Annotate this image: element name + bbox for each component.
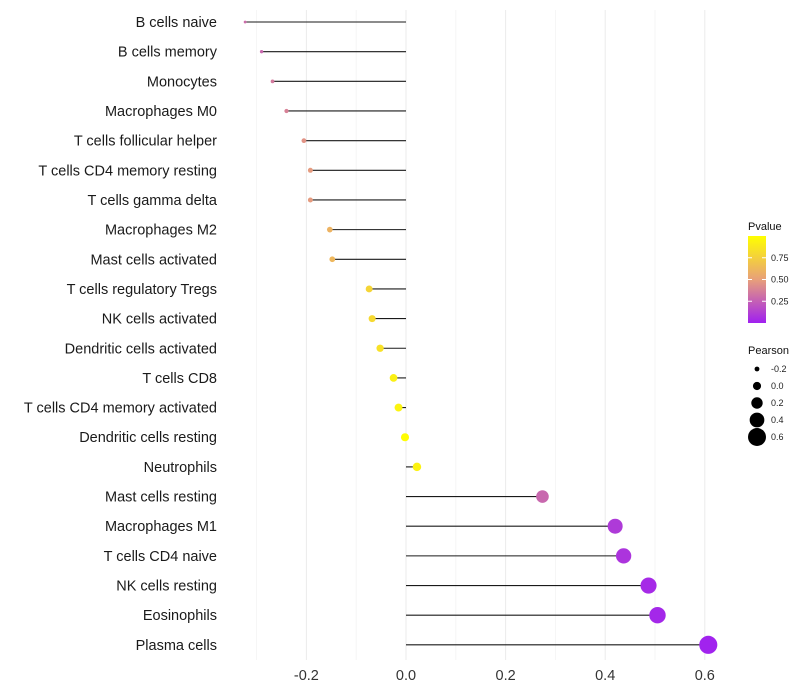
point-17 xyxy=(607,518,623,534)
pvalue-tick-label-1: 0.50 xyxy=(771,275,789,285)
point-15 xyxy=(412,462,422,472)
pvalue-legend-title: Pvalue xyxy=(748,221,782,233)
point-7 xyxy=(326,226,333,233)
category-label-8: Mast cells activated xyxy=(90,252,217,268)
pvalue-legend: Pvalue 0.25 0.50 0.75 xyxy=(748,221,789,323)
pearson-legend-label-2: 0.2 xyxy=(771,398,784,408)
category-label-13: T cells CD4 memory activated xyxy=(24,401,217,417)
category-label-19: NK cells resting xyxy=(116,579,217,595)
point-18 xyxy=(615,548,632,564)
pearson-legend-dot-0 xyxy=(754,366,760,372)
category-label-16: Mast cells resting xyxy=(105,490,217,506)
category-label-9: T cells regulatory Tregs xyxy=(67,282,217,298)
lollipop-points xyxy=(243,20,718,654)
grid-lines xyxy=(256,10,706,660)
point-20 xyxy=(649,606,666,624)
pearson-legend: Pearson -0.2 0.0 0.2 0.4 0.6 xyxy=(748,345,789,446)
pearson-legend-label-3: 0.4 xyxy=(771,415,784,425)
category-label-21: Plasma cells xyxy=(136,638,217,654)
category-label-14: Dendritic cells resting xyxy=(79,430,217,446)
point-3 xyxy=(284,108,289,114)
point-8 xyxy=(329,256,336,263)
pearson-legend-label-1: 0.0 xyxy=(771,381,784,391)
pearson-legend-label-4: 0.6 xyxy=(771,432,784,442)
category-label-17: Macrophages M1 xyxy=(105,519,217,535)
category-label-12: T cells CD8 xyxy=(142,371,217,387)
pearson-legend-label-0: -0.2 xyxy=(771,364,787,374)
lollipop-stems xyxy=(245,21,709,646)
category-label-1: B cells memory xyxy=(118,45,218,61)
point-6 xyxy=(307,197,313,203)
point-4 xyxy=(301,138,307,144)
x-tick-label-2: 0.2 xyxy=(496,668,516,684)
pearson-legend-dot-3 xyxy=(749,412,765,428)
point-1 xyxy=(259,49,264,54)
point-10 xyxy=(368,315,376,323)
category-label-6: T cells gamma delta xyxy=(88,193,218,209)
pearson-legend-dot-4 xyxy=(748,428,766,446)
pearson-legend-dot-1 xyxy=(752,381,762,391)
pvalue-colorbar xyxy=(748,236,766,323)
x-tick-label-1: 0.0 xyxy=(396,668,416,684)
category-labels: B cells naive B cells memory Monocytes Macr… xyxy=(24,15,218,654)
x-axis-tick-labels: -0.2 0.0 0.2 0.4 0.6 xyxy=(294,668,715,684)
category-label-18: T cells CD4 naive xyxy=(104,549,217,565)
point-11 xyxy=(376,344,384,352)
pvalue-tick-label-0: 0.25 xyxy=(771,296,789,306)
point-9 xyxy=(365,285,373,293)
point-12 xyxy=(389,374,398,382)
category-label-4: T cells follicular helper xyxy=(74,134,217,150)
point-5 xyxy=(307,167,313,173)
category-label-15: Neutrophils xyxy=(144,460,217,476)
category-label-5: T cells CD4 memory resting xyxy=(38,163,217,179)
pvalue-tick-label-2: 0.75 xyxy=(771,253,789,263)
point-21 xyxy=(699,635,718,654)
point-2 xyxy=(270,79,275,84)
x-tick-label-0: -0.2 xyxy=(294,668,319,684)
point-13 xyxy=(394,403,403,412)
category-label-7: Macrophages M2 xyxy=(105,223,217,239)
category-label-11: Dendritic cells activated xyxy=(65,341,217,357)
category-label-10: NK cells activated xyxy=(102,312,217,328)
category-label-20: Eosinophils xyxy=(143,608,217,624)
pearson-legend-dot-2 xyxy=(751,397,763,409)
category-label-3: Macrophages M0 xyxy=(105,104,217,120)
pearson-legend-title: Pearson xyxy=(748,345,789,357)
category-label-0: B cells naive xyxy=(136,15,217,31)
point-19 xyxy=(640,577,657,594)
point-0 xyxy=(243,20,247,24)
point-14 xyxy=(400,433,410,442)
x-tick-label-4: 0.6 xyxy=(695,668,715,684)
point-16 xyxy=(536,490,549,503)
category-label-2: Monocytes xyxy=(147,74,217,90)
x-tick-label-3: 0.4 xyxy=(595,668,615,684)
